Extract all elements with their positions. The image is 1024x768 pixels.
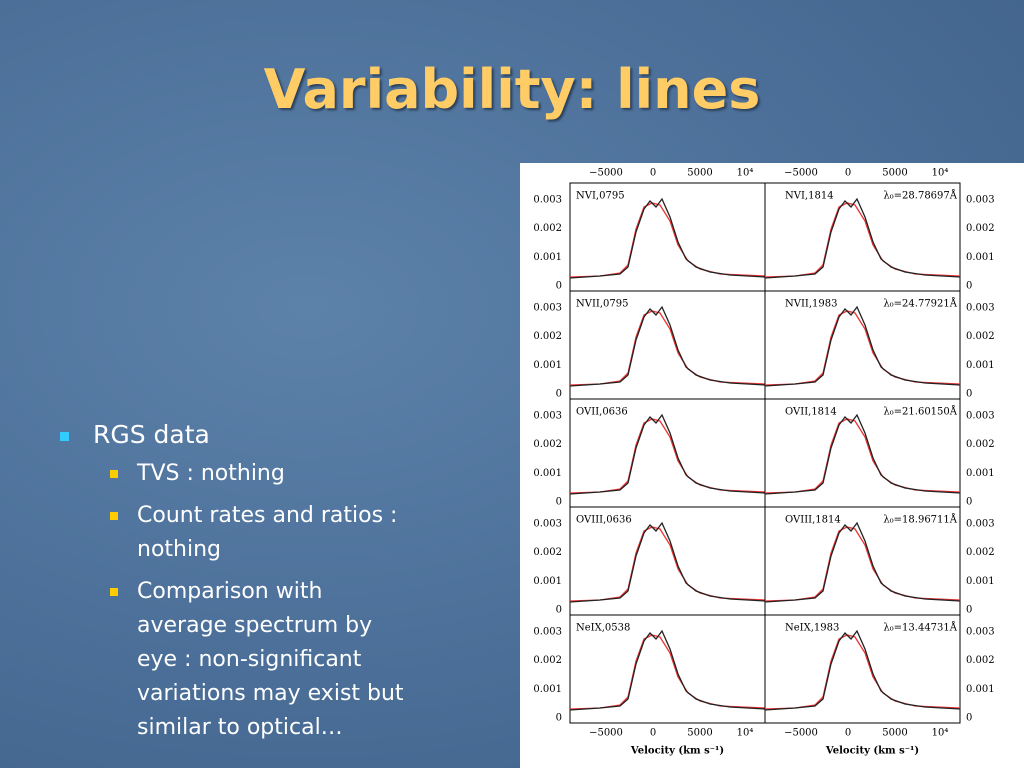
x-tick-label: −5000: [784, 168, 818, 179]
y-tick-label: 0: [966, 605, 972, 616]
panel-wavelength: λ₀=24.77921Å: [883, 298, 957, 310]
y-tick-label: 0.001: [533, 576, 562, 587]
x-tick-label: 5000: [882, 168, 907, 179]
y-tick-label: 0.003: [966, 411, 995, 422]
panel-label: OVIII,1814: [785, 515, 841, 526]
x-tick-label: 10⁴: [737, 728, 754, 739]
y-tick-label: 0.002: [533, 655, 562, 666]
x-axis-label: Velocity (km s⁻¹): [825, 746, 919, 757]
panel-label: NeIX,0538: [576, 623, 630, 634]
slide-title: Variability: lines: [263, 58, 761, 121]
y-tick-label: 0.003: [533, 627, 562, 638]
x-tick-label: 5000: [882, 728, 907, 739]
y-tick-label: 0: [966, 389, 972, 400]
y-tick-label: 0.001: [533, 684, 562, 695]
y-tick-label: 0.001: [966, 360, 995, 371]
sub-bullet: Count rates and ratios : nothing: [60, 499, 407, 567]
y-tick-label: 0: [556, 713, 562, 724]
y-tick-label: 0.002: [966, 223, 995, 234]
y-tick-label: 0: [556, 389, 562, 400]
x-tick-label: −5000: [784, 728, 818, 739]
y-tick-label: 0.001: [533, 252, 562, 263]
panel-label: OVII,0636: [576, 407, 628, 418]
x-tick-label: −5000: [589, 728, 623, 739]
y-tick-label: 0: [966, 497, 972, 508]
spectra-figure: −5000 −5000 0 0 5000 5000 10⁴ 10⁴ Velocity (km s…: [520, 163, 1024, 768]
y-tick-label: 0.002: [966, 331, 995, 342]
x-tick-label: 10⁴: [932, 168, 949, 179]
y-tick-label: 0.002: [533, 439, 562, 450]
sub-bullet: Comparison with average spectrum by eye …: [60, 575, 407, 745]
figure-background: [520, 163, 1024, 768]
y-tick-label: 0.001: [966, 576, 995, 587]
y-tick-label: 0.003: [533, 303, 562, 314]
panel-wavelength: λ₀=18.96711Å: [883, 514, 957, 526]
y-tick-label: 0.001: [533, 468, 562, 479]
y-tick-label: 0.003: [966, 519, 995, 530]
y-tick-label: 0.001: [966, 684, 995, 695]
panel-wavelength: λ₀=28.78697Å: [883, 190, 957, 202]
sub-bullet: TVS : nothing: [60, 457, 407, 491]
y-tick-label: 0.003: [533, 195, 562, 206]
x-tick-label: 5000: [687, 168, 712, 179]
y-tick-label: 0.001: [533, 360, 562, 371]
y-tick-label: 0: [556, 497, 562, 508]
x-axis-label: Velocity (km s⁻¹): [630, 746, 724, 757]
x-tick-label: 10⁴: [737, 168, 754, 179]
panel-wavelength: λ₀=13.44731Å: [883, 622, 957, 634]
y-tick-label: 0: [556, 605, 562, 616]
x-tick-label: 5000: [687, 728, 712, 739]
panel-label: NVII,1983: [785, 299, 838, 310]
y-tick-label: 0.003: [966, 303, 995, 314]
x-tick-label: 0: [845, 728, 851, 739]
panel-label: NVI,0795: [576, 191, 625, 202]
panel-label: NeIX,1983: [785, 623, 839, 634]
y-tick-label: 0.003: [966, 627, 995, 638]
panel-label: NVI,1814: [785, 191, 834, 202]
y-tick-label: 0.003: [533, 519, 562, 530]
panel-label: OVIII,0636: [576, 515, 632, 526]
panel-label: OVII,1814: [785, 407, 837, 418]
x-tick-label: 0: [845, 168, 851, 179]
y-tick-label: 0.002: [533, 331, 562, 342]
y-tick-label: 0: [556, 281, 562, 292]
y-tick-label: 0.002: [966, 439, 995, 450]
y-tick-label: 0.002: [533, 223, 562, 234]
x-tick-label: 10⁴: [932, 728, 949, 739]
bullet-list: RGS data TVS : nothing Count rates and r…: [60, 420, 500, 745]
x-tick-label: −5000: [589, 168, 623, 179]
x-tick-label: 0: [650, 168, 656, 179]
panel-frame: [764, 614, 961, 724]
panel-wavelength: λ₀=21.60150Å: [883, 406, 957, 418]
y-tick-label: 0.002: [533, 547, 562, 558]
y-tick-label: 0: [966, 713, 972, 724]
y-tick-label: 0: [966, 281, 972, 292]
y-tick-label: 0.003: [966, 195, 995, 206]
x-tick-label: 0: [650, 728, 656, 739]
y-tick-label: 0.001: [966, 252, 995, 263]
y-tick-label: 0.002: [966, 655, 995, 666]
y-tick-label: 0.003: [533, 411, 562, 422]
panel-label: NVII,0795: [576, 299, 629, 310]
bullet: RGS data: [60, 420, 500, 449]
y-tick-label: 0.001: [966, 468, 995, 479]
y-tick-label: 0.002: [966, 547, 995, 558]
